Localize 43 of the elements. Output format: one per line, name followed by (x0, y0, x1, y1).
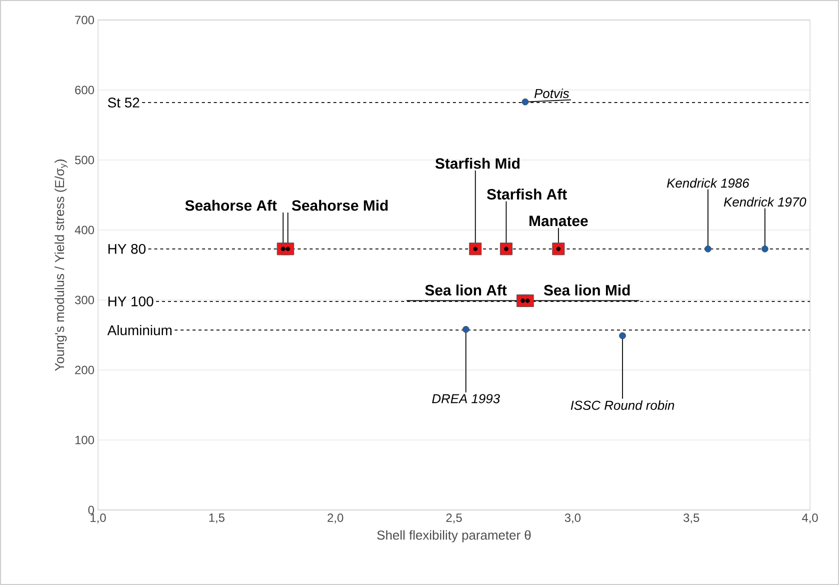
annotation: DREA 1993 (432, 394, 500, 404)
annotation: Starfish Mid (435, 158, 520, 169)
x-tick-label: 2,5 (446, 514, 462, 524)
annotation: Kendrick 1970 (724, 197, 806, 207)
point (704, 245, 712, 252)
y-tick-label: 100 (75, 436, 94, 444)
annotation: Starfish Aft (486, 188, 567, 200)
point (469, 242, 482, 256)
point (282, 242, 294, 256)
annotation: ISSC Round robin (570, 400, 674, 410)
y-tick-label: 600 (75, 86, 94, 94)
y-tick-label: 200 (75, 366, 94, 374)
x-tick-label: 1,5 (209, 514, 224, 524)
x-tick-label: 3,0 (564, 514, 581, 524)
y-tick-label: 400 (74, 226, 94, 234)
annotation: Seahorse Aft (185, 200, 277, 211)
x-tick-label: 1,0 (90, 514, 106, 524)
y-tick-label: 500 (75, 156, 94, 164)
point (500, 242, 512, 256)
annotation: Seahorse Mid (292, 200, 388, 211)
y-tick-label: 700 (75, 16, 94, 24)
point (619, 332, 626, 340)
annotation: Manatee (530, 216, 588, 226)
x-tick-label: 3,5 (683, 514, 700, 524)
point (522, 98, 529, 106)
y-tick-label: 300 (74, 296, 94, 304)
x-axis-title: Shell flexibility parameter θ (377, 530, 531, 542)
ref-line-label: HY 80 (108, 244, 146, 254)
x-tick-label: 4,0 (802, 514, 818, 524)
point (521, 294, 534, 307)
ref-line-label: Aluminium (107, 324, 172, 336)
y-tick-label: 0 (88, 506, 94, 514)
annotation: Potvis (534, 88, 570, 98)
ref-line-label: HY 100 (108, 296, 154, 306)
y-axis-title: Young's modulus / Yield stress (E/σ$_{y}$) (54, 160, 68, 371)
ref-line-label: St 52 (108, 98, 140, 108)
annotation: Sea lion Aft (425, 284, 507, 296)
annotation: Kendrick 1986 (666, 178, 750, 188)
point (552, 242, 565, 256)
point (761, 245, 768, 252)
point (462, 326, 470, 333)
annotation: Sea lion Mid (544, 284, 630, 296)
x-tick-label: 2,0 (328, 514, 344, 524)
